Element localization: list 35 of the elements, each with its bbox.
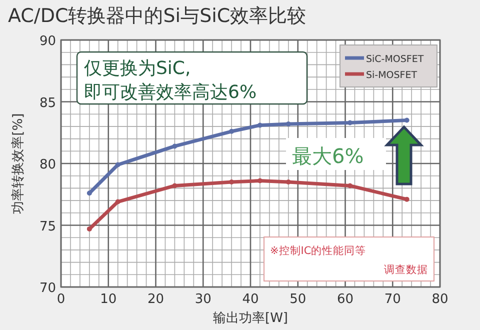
point <box>172 183 178 188</box>
point <box>257 122 262 128</box>
x-tick-label: 10 <box>100 292 117 307</box>
x-axis-title: 输出功率[W] <box>213 310 288 326</box>
chart-title: AC/DC转换器中的Si与SiC效率比较 <box>8 5 306 27</box>
annotation: 仅更换为SiC, <box>84 58 191 79</box>
y-tick-label: 75 <box>39 219 56 234</box>
x-tick-label: 40 <box>242 292 259 307</box>
x-tick-label: 50 <box>290 292 306 307</box>
point <box>172 144 178 149</box>
x-tick-label: 0 <box>56 292 66 307</box>
x-tick-label: 60 <box>336 292 354 307</box>
y-tick-label: 85 <box>39 96 56 111</box>
x-tick-label: 20 <box>147 292 164 307</box>
point <box>404 118 410 123</box>
x-tick-label: 30 <box>194 292 212 307</box>
point <box>404 196 410 202</box>
point <box>115 199 120 204</box>
point <box>115 162 120 168</box>
x-tick-label: 70 <box>384 292 401 307</box>
y-tick-label: 80 <box>39 158 56 172</box>
y-axis-title: 功率转换效率[%] <box>10 113 26 214</box>
annotation: 即可改善效率高达6% <box>84 82 257 103</box>
point <box>86 190 92 196</box>
point <box>86 226 92 232</box>
y-tick-label: 90 <box>39 34 56 49</box>
legend-label: SiC-MOSFET <box>366 54 424 65</box>
annotation: ※控制IC的性能同等 <box>270 244 366 257</box>
legend-label: Si-MOSFET <box>366 70 418 81</box>
annotation: 最大6% <box>292 144 364 168</box>
point <box>229 128 234 134</box>
y-tick-label: 70 <box>39 281 56 296</box>
point <box>286 121 291 126</box>
x-tick-label: 80 <box>432 292 448 307</box>
annotation: 调查数据 <box>384 263 428 276</box>
